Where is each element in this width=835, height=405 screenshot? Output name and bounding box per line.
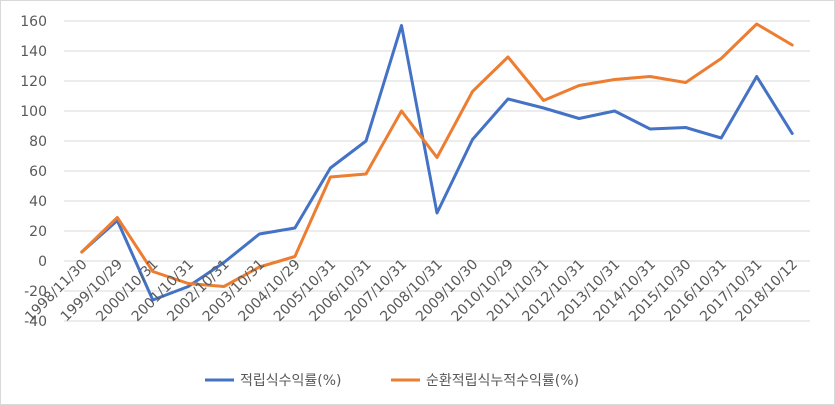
data-point (151, 270, 155, 273)
data-point (222, 261, 226, 264)
data-point (648, 127, 652, 131)
data-point (400, 109, 403, 113)
legend: 적립식수익률(%) 순환적립식누적수익률(%) (205, 373, 579, 389)
data-point (577, 84, 581, 87)
data-point (151, 298, 155, 302)
data-point (719, 136, 723, 140)
data-point (187, 285, 190, 288)
data-point (80, 250, 83, 254)
series-lines (80, 22, 794, 302)
data-point (506, 55, 510, 59)
y-tick-label: 40 (29, 194, 47, 210)
y-tick-label: 140 (20, 44, 47, 60)
data-point (613, 78, 616, 81)
data-point (222, 285, 226, 288)
data-point (329, 166, 332, 170)
data-point (577, 117, 581, 120)
series-line-0 (80, 24, 794, 302)
series-line-1 (80, 22, 794, 288)
data-point (364, 139, 368, 143)
data-point (293, 226, 297, 230)
data-point (755, 75, 758, 78)
y-tick-label: 100 (20, 104, 47, 120)
data-point (719, 57, 723, 60)
data-point (435, 211, 439, 215)
data-point (542, 99, 545, 102)
data-point (471, 138, 474, 141)
data-point (648, 75, 652, 78)
data-point (400, 24, 403, 27)
data-point (258, 232, 261, 236)
y-axis-ticks: -40 -20 0 20 40 60 80 100 120 140 160 (20, 14, 47, 330)
data-point (791, 132, 794, 135)
y-tick-label: 80 (29, 134, 47, 150)
y-tick-label: 120 (20, 74, 47, 90)
data-point (364, 172, 368, 176)
data-point (293, 255, 297, 258)
data-point (116, 216, 119, 219)
y-tick-label: -40 (24, 314, 47, 330)
data-point (329, 175, 332, 179)
data-point (755, 22, 758, 26)
y-tick-label: 60 (29, 164, 47, 180)
y-tick-label: 0 (38, 254, 47, 270)
gridlines (64, 20, 810, 322)
data-point (435, 156, 439, 159)
legend-label-0: 적립식수익률(%) (240, 373, 342, 389)
data-point (684, 81, 687, 84)
y-tick-label: 20 (29, 224, 47, 240)
y-tick-label: 160 (20, 14, 47, 30)
data-point (542, 106, 545, 110)
data-point (791, 43, 794, 47)
data-point (506, 97, 510, 101)
data-point (684, 126, 687, 129)
data-point (613, 109, 616, 113)
data-point (187, 282, 190, 285)
data-point (258, 265, 261, 269)
legend-label-1: 순환적립식누적수익률(%) (426, 373, 579, 389)
y-tick-label: -20 (24, 284, 47, 300)
data-point (471, 90, 474, 93)
